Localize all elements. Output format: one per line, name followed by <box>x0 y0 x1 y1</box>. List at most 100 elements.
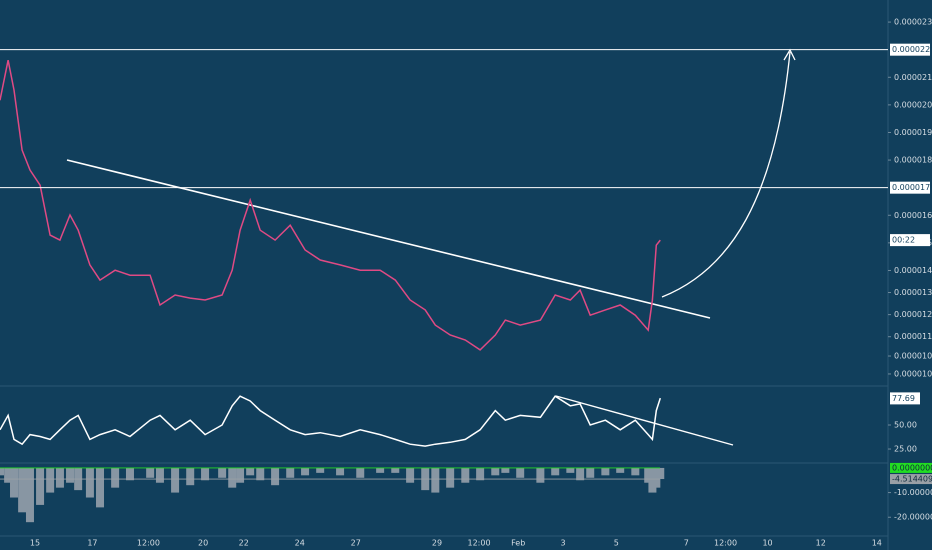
x-tick-label: 5 <box>614 539 619 548</box>
histogram-bar <box>236 467 245 483</box>
histogram-bar <box>391 467 400 473</box>
price-line <box>0 60 661 351</box>
histogram-bar <box>96 467 105 508</box>
x-tick-label: 12:00 <box>467 539 490 548</box>
y-tick-label: 50.00 <box>894 421 917 430</box>
histogram-bar <box>10 467 19 498</box>
current-bg <box>890 392 920 405</box>
histogram-bar <box>356 467 365 478</box>
histogram-bar <box>431 467 440 493</box>
x-tick-label: 12:00 <box>714 539 737 548</box>
current-value: 77.69 <box>892 394 915 403</box>
x-tick-label: 14 <box>872 539 882 548</box>
histogram-bar <box>461 467 470 483</box>
x-tick-label: 27 <box>351 539 361 548</box>
trendline <box>66 159 711 319</box>
x-tick-label: 29 <box>432 539 442 548</box>
histogram-bar <box>631 467 640 476</box>
y-tick-label: -10.00000000 <box>894 488 932 497</box>
y-tick-label: 0.00001090 <box>894 352 932 361</box>
histogram-bar <box>46 467 55 493</box>
histogram-bar <box>336 467 345 476</box>
histogram-bar <box>0 467 4 476</box>
y-tick-label: 0.00001400 <box>894 266 932 275</box>
histogram-bar <box>228 467 237 488</box>
marker-label: 0.00000000 <box>892 463 932 472</box>
histogram-bar <box>316 467 325 473</box>
x-tick-label: 22 <box>239 539 249 548</box>
y-tick-label: 0.00002100 <box>894 73 932 82</box>
histogram-bar <box>476 467 485 481</box>
y-tick-label: 0.00001025 <box>894 369 932 378</box>
histogram-bar <box>36 467 45 505</box>
x-tick-label: 12:00 <box>137 539 160 548</box>
histogram-bar <box>201 467 210 481</box>
x-tick-label: 24 <box>295 539 305 548</box>
histogram-bar <box>186 467 195 486</box>
y-tick-label: 0.00001240 <box>894 310 932 319</box>
histogram-bar <box>25 467 34 523</box>
histogram-bar <box>601 467 610 476</box>
histogram-bar <box>536 467 545 483</box>
marker-label: -4.51440946 <box>892 475 932 484</box>
countdown-bg <box>890 234 930 247</box>
histogram-bar <box>155 467 164 483</box>
histogram-bar <box>616 467 625 473</box>
histogram-bar <box>218 467 227 478</box>
x-tick-label: 7 <box>684 539 689 548</box>
x-tick-label: 10 <box>762 539 772 548</box>
histogram-bar <box>446 467 455 488</box>
histogram-bar <box>644 467 653 483</box>
y-tick-label: 0.00002000 <box>894 100 932 109</box>
histogram-bar <box>271 467 280 486</box>
histogram-bar <box>18 467 27 513</box>
histogram-bar <box>566 467 575 473</box>
x-tick-label: 3 <box>561 539 566 548</box>
histogram-bar <box>286 467 295 478</box>
y-tick-label: 0.00001320 <box>894 288 932 297</box>
countdown: 00:22 <box>892 236 915 245</box>
histogram-bar <box>516 467 525 478</box>
y-tick-label: 0.00002300 <box>894 18 932 27</box>
y-tick-label: 0.00001800 <box>894 156 932 165</box>
level-label-bg <box>890 43 930 56</box>
histogram-bar <box>66 467 75 483</box>
marker-bg <box>890 474 932 485</box>
x-tick-label: 20 <box>198 539 208 548</box>
histogram-bar <box>586 467 595 478</box>
histogram-bar <box>551 467 560 476</box>
price-line <box>0 395 662 447</box>
histogram-bar <box>491 467 500 476</box>
x-tick-label: 15 <box>30 539 40 548</box>
histogram-bar <box>125 467 134 481</box>
projection-arrow <box>661 51 791 298</box>
histogram-bar <box>85 467 94 498</box>
histogram-bar <box>246 467 255 476</box>
y-tick-label: 0.00001160 <box>894 332 932 341</box>
histogram-bar <box>146 467 155 478</box>
histogram-bar <box>376 467 385 473</box>
y-tick-label: 0.00001900 <box>894 128 932 137</box>
histogram-bar <box>256 467 265 481</box>
marker-bg <box>890 462 932 473</box>
x-tick-label: 17 <box>87 539 97 548</box>
y-tick-label: 0.00001600 <box>894 211 932 220</box>
histogram-bar <box>55 467 64 488</box>
histogram-bar <box>406 467 415 483</box>
level-label: 0.00002200 <box>892 45 932 54</box>
histogram-bar <box>111 467 120 488</box>
rsi-trendline <box>555 395 734 446</box>
x-tick-label: Feb <box>511 539 525 548</box>
histogram-bar <box>171 467 180 493</box>
histogram-bar <box>656 467 665 480</box>
histogram-bar <box>4 467 13 483</box>
level-label-bg <box>890 181 930 194</box>
y-tick-label: -20.00000000 <box>894 513 932 522</box>
histogram-bar <box>576 467 585 481</box>
histogram-bar <box>301 467 310 476</box>
histogram-bar <box>501 467 510 473</box>
x-tick-label: 12 <box>816 539 826 548</box>
